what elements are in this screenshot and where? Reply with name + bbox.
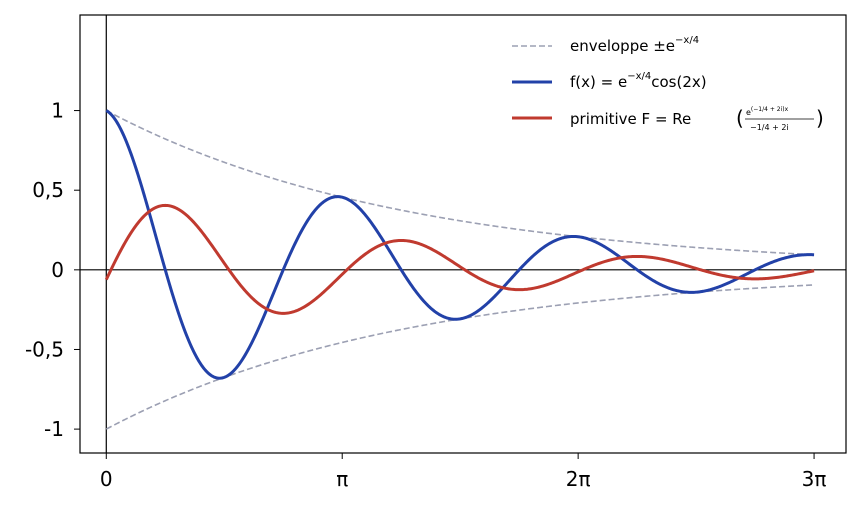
legend-frac-denominator: −1/4 + 2i bbox=[750, 123, 789, 132]
curves bbox=[104, 109, 815, 430]
envelope-upper-line bbox=[105, 109, 815, 256]
legend: enveloppe ±e−x/4 f(x) = e−x/4cos(2x) pri… bbox=[512, 35, 824, 132]
x-tick-label: 3π bbox=[802, 467, 827, 491]
legend-label-f: f(x) = e−x/4cos(2x) bbox=[570, 71, 707, 91]
y-tick-label: 1 bbox=[51, 99, 64, 123]
x-tick-label: 0 bbox=[100, 467, 113, 491]
x-tick-label: 2π bbox=[566, 467, 591, 491]
ticks: 0 π 2π 3π 1 0,5 0 -0,5 -1 bbox=[25, 99, 826, 491]
primitive-series-line bbox=[104, 203, 815, 315]
y-tick-label: 0 bbox=[51, 258, 64, 282]
x-tick-label: π bbox=[336, 467, 348, 491]
plot-frame bbox=[79, 14, 847, 454]
envelope-lower-line bbox=[105, 284, 815, 430]
legend-paren-open: ( bbox=[736, 106, 744, 130]
y-tick-label: -1 bbox=[44, 417, 64, 441]
legend-label-envelope: enveloppe ±e−x/4 bbox=[570, 35, 699, 55]
legend-paren-close: ) bbox=[816, 106, 824, 130]
legend-frac-numerator: e(−1/4 + 2i)x bbox=[746, 106, 789, 117]
f-series-line bbox=[105, 109, 815, 380]
legend-label-primitive: primitive F = Re bbox=[570, 110, 691, 128]
y-tick-label: 0,5 bbox=[32, 178, 64, 202]
axes bbox=[79, 14, 847, 454]
y-tick-label: -0,5 bbox=[25, 337, 64, 361]
